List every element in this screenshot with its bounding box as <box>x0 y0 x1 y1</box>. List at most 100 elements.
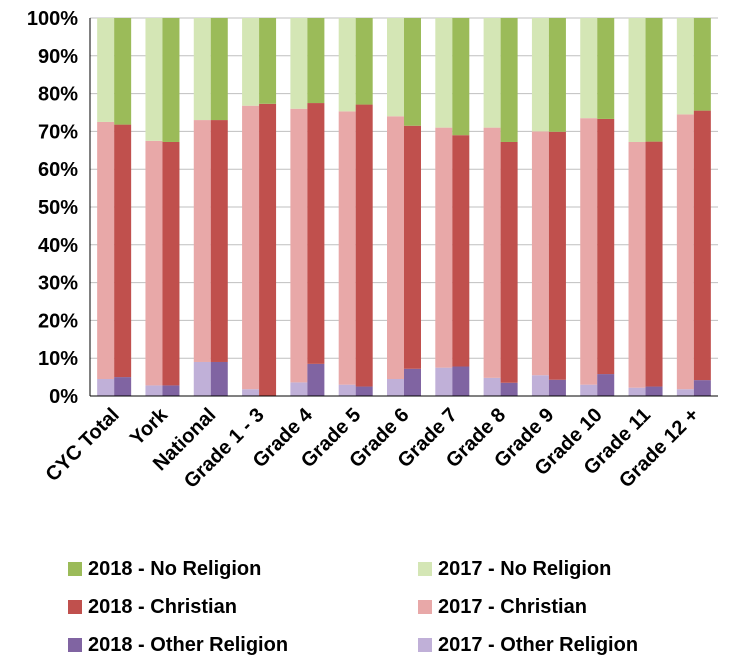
bar-segment <box>500 141 518 383</box>
legend-item-2018-christian: 2018 - Christian <box>68 594 237 620</box>
y-axis-tick-labels: 0% 10% 20% 30% 40% 50% 60% 70% 80% 90% 100% <box>27 8 78 408</box>
legend-label: 2017 - Other Religion <box>438 633 639 656</box>
bar-segment <box>452 366 470 396</box>
bar-segment <box>242 389 260 396</box>
bar-segment <box>97 121 115 379</box>
bar-segment <box>404 368 421 396</box>
bar-segment <box>404 125 421 369</box>
bar-segment <box>483 377 501 396</box>
bar-segment <box>645 141 663 387</box>
bar-segment <box>580 384 598 396</box>
bar-segment <box>548 379 566 396</box>
y-tick-label: 90% <box>38 46 78 68</box>
bar-segment <box>500 382 518 396</box>
bar-segment <box>435 18 453 128</box>
bar-segment <box>242 105 260 390</box>
bar-segment <box>162 141 180 386</box>
bar-segment <box>387 378 404 396</box>
bar-segment <box>193 18 211 121</box>
bar-segment <box>435 127 453 368</box>
legend-swatch <box>418 600 432 614</box>
bar-segment <box>452 18 470 136</box>
bar-segment <box>548 18 566 132</box>
bar-segment <box>628 387 646 396</box>
legend-item-2018-other-religion: 2018 - Other Religion <box>68 632 288 658</box>
bar-segment <box>97 378 115 396</box>
bar-segment <box>242 18 260 106</box>
legend-swatch <box>418 638 432 652</box>
bar-segment <box>387 116 404 379</box>
legend-item-2017-christian: 2017 - Christian <box>418 594 587 620</box>
bar-segment <box>597 18 615 119</box>
bar-segment <box>597 118 615 375</box>
bar-segment <box>338 384 356 396</box>
bar-segment <box>307 363 325 396</box>
bar-segment <box>693 110 711 381</box>
bar-segment <box>290 108 308 383</box>
bar-segment <box>307 18 325 104</box>
y-tick-label: 40% <box>38 235 78 257</box>
bar-segment <box>531 18 549 132</box>
bar-segment <box>435 367 453 396</box>
bar-segment <box>404 18 421 126</box>
bar-segment <box>210 361 228 396</box>
y-tick-label: 60% <box>38 159 78 181</box>
bar-segment <box>97 18 115 122</box>
bar-segment <box>114 377 132 396</box>
bar-segment <box>307 103 325 364</box>
bar-segment <box>355 104 373 387</box>
bar-segment <box>580 18 598 119</box>
bar-segment <box>193 361 211 396</box>
bar-segment <box>210 18 228 121</box>
bar-segment <box>338 111 356 385</box>
bar-segment <box>548 131 566 380</box>
bar-segment <box>483 127 501 378</box>
legend-item-2018-no-religion: 2018 - No Religion <box>68 556 261 582</box>
bar-segment <box>290 382 308 396</box>
bar-segment <box>355 386 373 396</box>
axes <box>89 18 718 397</box>
bar-segment <box>483 18 501 128</box>
y-tick-label: 0% <box>49 386 78 408</box>
legend-label: 2018 - No Religion <box>88 557 262 580</box>
bar-segment <box>387 18 404 117</box>
bar-segment <box>628 18 646 142</box>
y-tick-label: 70% <box>38 121 78 143</box>
legend-item-2017-other-religion: 2017 - Other Religion <box>418 632 638 658</box>
y-tick-label: 10% <box>38 348 78 370</box>
bar-segment <box>676 389 694 396</box>
bar-segment <box>114 124 132 378</box>
legend-item-2017-no-religion: 2017 - No Religion <box>418 556 611 582</box>
y-tick-label: 20% <box>38 310 78 332</box>
bar-segment <box>500 18 518 142</box>
bar-segment <box>338 18 356 112</box>
bar-segment <box>676 18 694 115</box>
y-tick-label: 50% <box>38 197 78 219</box>
legend-swatch <box>68 600 82 614</box>
bar-segment <box>162 18 180 142</box>
bar-segment <box>193 120 211 362</box>
bar-segment <box>259 18 277 104</box>
legend-label: 2017 - Christian <box>438 595 587 618</box>
bar-segment <box>645 18 663 142</box>
bar-segment <box>259 103 277 396</box>
bar-segment <box>628 141 646 388</box>
bar-segment <box>580 118 598 385</box>
legend-swatch <box>68 638 82 652</box>
bar-segment <box>531 131 549 376</box>
legend-swatch <box>418 562 432 576</box>
bar-segment <box>355 18 373 105</box>
x-tick-label: CYC Total <box>42 404 124 486</box>
bar-series <box>97 18 711 396</box>
legend-swatch <box>68 562 82 576</box>
stacked-bar-chart: 0% 10% 20% 30% 40% 50% 60% 70% 80% 90% 100% CYC To… <box>27 8 718 493</box>
bar-segment <box>693 18 711 111</box>
bar-segment <box>145 385 163 396</box>
bar-segment <box>114 18 132 125</box>
bar-segment <box>693 380 711 396</box>
bar-segment <box>210 120 228 362</box>
bar-segment <box>531 375 549 396</box>
y-tick-label: 80% <box>38 84 78 106</box>
legend-label: 2018 - Other Religion <box>88 633 289 656</box>
bar-segment <box>597 374 615 396</box>
